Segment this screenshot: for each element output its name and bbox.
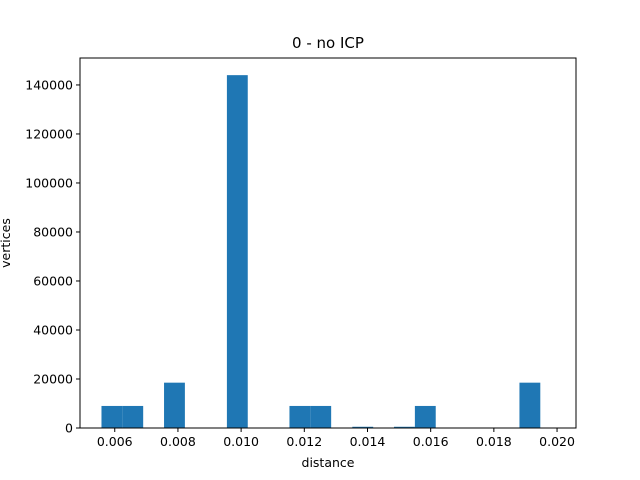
bar-8 — [414, 405, 436, 428]
x-tick-label-0: 0.006 — [97, 434, 133, 449]
y-tick-label-0: 0 — [65, 421, 73, 436]
y-tick-label-7: 140000 — [25, 77, 73, 92]
y-tick-label-5: 100000 — [25, 175, 73, 190]
plot-frame — [79, 57, 577, 429]
x-axis-label: distance — [302, 455, 355, 470]
bar-4 — [289, 405, 311, 428]
bar-3 — [226, 75, 248, 429]
x-tick-label-1: 0.008 — [160, 434, 196, 449]
y-tick-label-3: 60000 — [33, 273, 73, 288]
x-tick-label-6: 0.018 — [476, 434, 512, 449]
y-tick-label-1: 20000 — [33, 371, 73, 386]
bar-7 — [394, 426, 415, 428]
bars-group — [101, 75, 541, 429]
y-tick-label-4: 80000 — [33, 224, 73, 239]
y-tick-label-6: 120000 — [25, 126, 73, 141]
bar-6 — [352, 426, 374, 428]
y-tick-label-2: 40000 — [33, 322, 73, 337]
bar-2 — [164, 382, 185, 428]
y-axis-label: vertices — [0, 218, 13, 268]
x-tick-label-4: 0.014 — [350, 434, 386, 449]
x-axis: 0.006 0.008 0.010 0.012 0.014 0.016 0.018 0.020 — [97, 428, 575, 449]
x-tick-label-5: 0.016 — [413, 434, 449, 449]
bar-1 — [122, 405, 144, 428]
x-tick-label-7: 0.020 — [539, 434, 575, 449]
x-tick-label-2: 0.010 — [223, 434, 259, 449]
x-tick-label-3: 0.012 — [286, 434, 322, 449]
bar-9 — [519, 382, 541, 428]
chart-title: 0 - no ICP — [292, 34, 364, 52]
y-axis: 0 20000 40000 60000 80000 100000 120000 140000 — [25, 77, 80, 436]
bar-0 — [101, 405, 123, 428]
bar-5 — [310, 405, 332, 428]
